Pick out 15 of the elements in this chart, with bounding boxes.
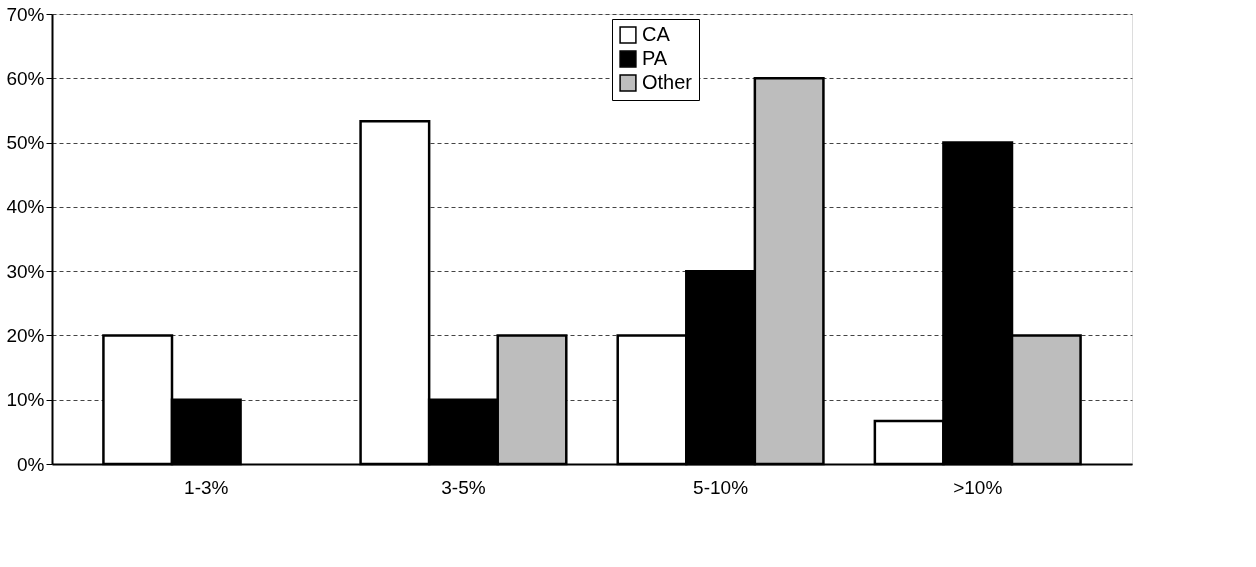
y-tick-label: 20% (6, 324, 45, 346)
y-tick-label: 60% (6, 67, 45, 89)
y-tick-label: 70% (6, 3, 45, 25)
x-tick-label: 3-5% (441, 476, 486, 498)
x-tick-label: 1-3% (184, 476, 229, 498)
y-tick-label: 10% (6, 389, 45, 411)
legend-label: CA (642, 23, 671, 45)
y-tick-label: 0% (17, 453, 45, 475)
x-tick-label: 5-10% (693, 476, 749, 498)
legend-label: Other (642, 71, 693, 93)
legend-label: PA (642, 47, 668, 69)
x-tick-label: >10% (953, 476, 1003, 498)
y-tick-label: 30% (6, 260, 45, 282)
y-tick-label: 50% (6, 132, 45, 154)
y-tick-label: 40% (6, 196, 45, 218)
